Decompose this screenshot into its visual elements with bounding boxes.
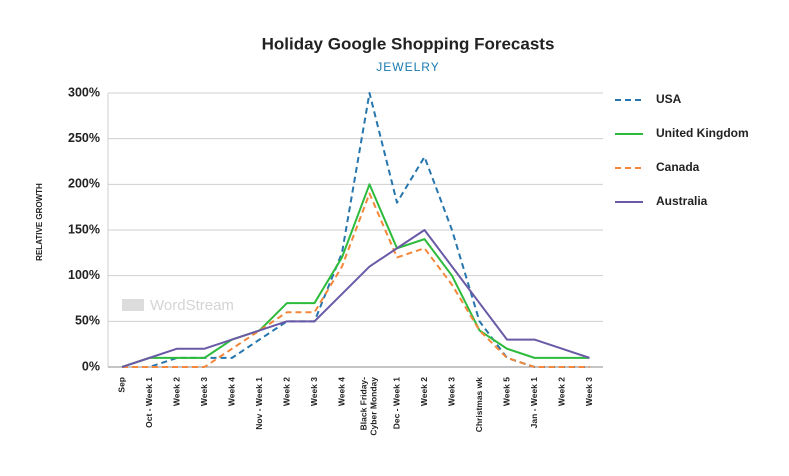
series-line bbox=[121, 183, 590, 368]
legend-label: Canada bbox=[656, 160, 700, 174]
y-axis-label: RELATIVE GROWTH bbox=[35, 183, 44, 261]
x-tick-label: Week 4 bbox=[226, 377, 236, 406]
x-tick-label: Week 3 bbox=[446, 377, 456, 406]
y-tick-label: 50% bbox=[75, 314, 100, 328]
x-tick-label: Week 3 bbox=[309, 377, 319, 406]
x-tick-label: Sep bbox=[116, 377, 126, 393]
x-tick-label: Week 3 bbox=[584, 377, 594, 406]
y-tick-label: 250% bbox=[68, 131, 100, 145]
watermark: WordStream bbox=[150, 297, 234, 314]
x-tick-label: Jan - Week 1 bbox=[529, 377, 539, 429]
x-tick-label: Week 2 bbox=[556, 377, 566, 406]
chart-title: Holiday Google Shopping Forecasts bbox=[262, 34, 555, 53]
legend-label: United Kingdom bbox=[656, 126, 749, 140]
x-tick-label: Oct - Week 1 bbox=[144, 377, 154, 428]
legend-label: USA bbox=[656, 92, 682, 106]
x-tick-label: Nov - Week 1 bbox=[254, 377, 264, 430]
chart-subtitle: JEWELRY bbox=[376, 60, 439, 74]
watermark-group: WordStream bbox=[122, 297, 234, 314]
x-tick-label: Dec - Week 1 bbox=[391, 377, 401, 430]
y-tick-label: 200% bbox=[68, 177, 100, 191]
x-tick-label: Week 2 bbox=[171, 377, 181, 406]
series-line bbox=[121, 229, 590, 368]
x-tick-label: Christmas wk bbox=[474, 377, 484, 433]
legend-label: Australia bbox=[656, 194, 708, 208]
y-tick-label: 100% bbox=[68, 268, 100, 282]
series-line bbox=[122, 192, 590, 368]
y-tick-label: 150% bbox=[68, 222, 100, 236]
x-tick-label: Week 2 bbox=[281, 377, 291, 406]
x-tick-label: Week 3 bbox=[199, 377, 209, 406]
x-tick-label: Week 5 bbox=[501, 377, 511, 406]
y-tick-label: 300% bbox=[68, 85, 100, 99]
x-tick-label: Week 4 bbox=[336, 377, 346, 406]
x-tick-label: Black Friday-Cyber Monday bbox=[359, 377, 379, 436]
watermark-icon bbox=[122, 299, 144, 311]
y-tick-label: 0% bbox=[82, 359, 100, 373]
x-tick-label: Week 2 bbox=[419, 377, 429, 406]
